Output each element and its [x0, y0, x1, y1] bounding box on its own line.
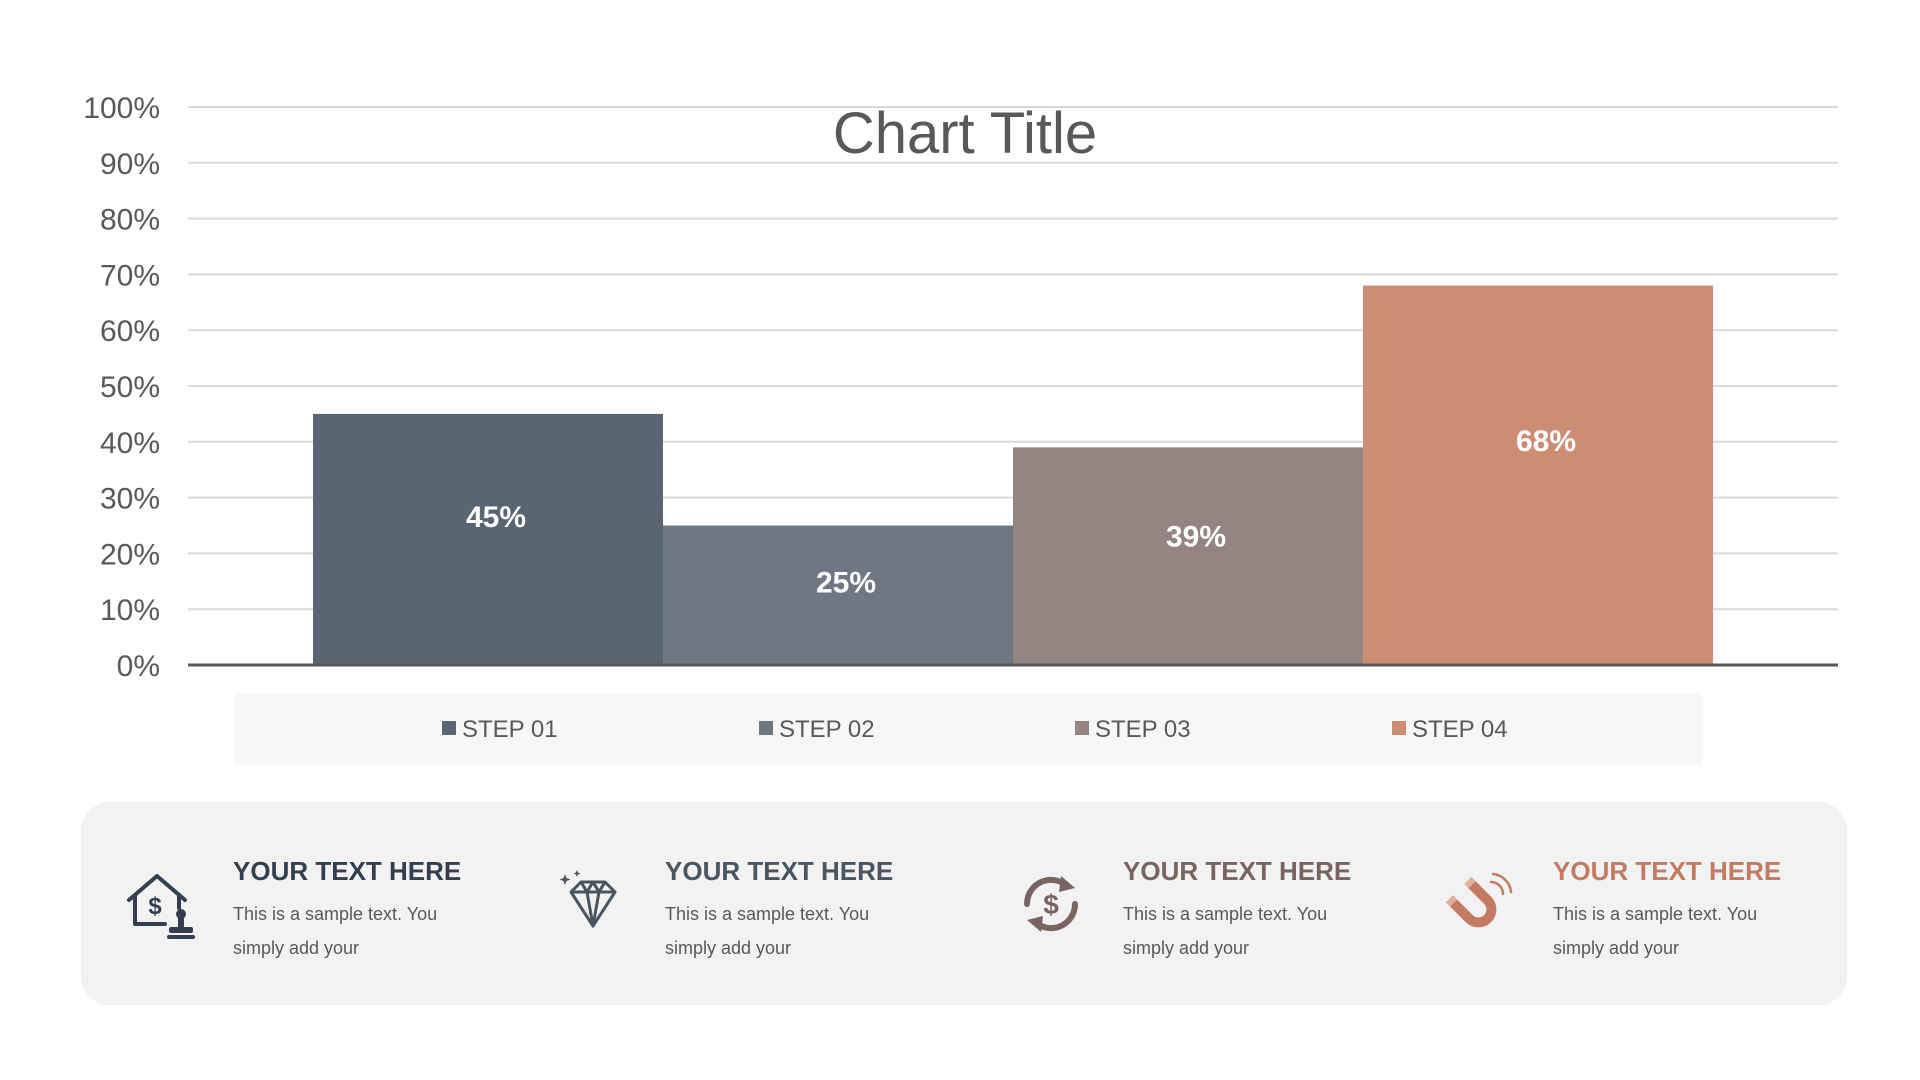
data-label: 39%: [1166, 521, 1226, 554]
legend-item: STEP 04: [1392, 716, 1508, 743]
magnet-icon: [1445, 872, 1513, 928]
card-text: This is a sample text. You simply add yo…: [1123, 904, 1328, 958]
info-card-4: YOUR TEXT HERE This is a sample text. Yo…: [1401, 802, 1841, 1005]
y-tick-label: 70%: [100, 259, 160, 292]
data-label: 45%: [466, 501, 526, 534]
dollar-exchange-icon: $: [1023, 876, 1079, 932]
card-title: YOUR TEXT HERE: [665, 856, 894, 886]
y-tick-label: 100%: [83, 92, 160, 125]
legend-label: STEP 02: [779, 716, 875, 743]
bar-step-01: [313, 413, 663, 665]
legend-item: STEP 03: [1075, 716, 1191, 743]
info-card-2: YOUR TEXT HERE This is a sample text. Yo…: [513, 802, 943, 1005]
card-title: YOUR TEXT HERE: [1123, 856, 1352, 886]
y-tick-label: 30%: [100, 483, 160, 516]
y-axis-tick-labels: 0% 10% 20% 30% 40% 50% 60% 70% 80% 90% 100%: [83, 92, 160, 683]
legend-box: [235, 693, 1702, 765]
y-tick-label: 20%: [100, 538, 160, 571]
data-label: 25%: [816, 567, 876, 600]
card-title: YOUR TEXT HERE: [233, 856, 462, 886]
data-labels: 45% 25% 39% 68%: [466, 425, 1576, 600]
legend-label: STEP 01: [462, 716, 558, 743]
card-text: This is a sample text. You simply add yo…: [665, 904, 870, 958]
bar-step-04: [1363, 285, 1713, 665]
legend-item: STEP 01: [442, 716, 558, 743]
info-card-1: $ YOUR TEXT HERE This is a sample text. …: [81, 802, 511, 1005]
y-tick-label: 90%: [100, 148, 160, 181]
legend: STEP 01 STEP 02 STEP 03 STEP 04: [442, 716, 1508, 743]
diamond-icon: [559, 870, 617, 928]
bar-chart: 0% 10% 20% 30% 40% 50% 60% 70% 80% 90% 100% 45% 25%…: [83, 92, 1838, 765]
y-tick-label: 40%: [100, 427, 160, 460]
card-text: This is a sample text. You simply add yo…: [233, 904, 438, 958]
info-panel: $ YOUR TEXT HERE This is a sample text. …: [81, 802, 1847, 1005]
bar-step-02: [663, 525, 1013, 665]
chart-title: Chart Title: [833, 101, 1097, 166]
data-label: 68%: [1516, 425, 1576, 458]
bars: [313, 285, 1713, 665]
legend-swatch: [1392, 721, 1406, 735]
legend-label: STEP 03: [1095, 716, 1191, 743]
legend-item: STEP 02: [759, 716, 875, 743]
svg-text:$: $: [148, 893, 162, 920]
y-tick-label: 50%: [100, 371, 160, 404]
y-tick-label: 0%: [117, 650, 160, 683]
info-card-3: $ YOUR TEXT HERE This is a sample text. …: [971, 802, 1401, 1005]
svg-text:$: $: [1043, 889, 1059, 920]
legend-label: STEP 04: [1412, 716, 1508, 743]
y-tick-label: 10%: [100, 594, 160, 627]
y-tick-label: 80%: [100, 204, 160, 237]
bar-step-03: [1013, 447, 1363, 665]
legend-swatch: [1075, 721, 1089, 735]
y-tick-label: 60%: [100, 315, 160, 348]
legend-swatch: [759, 721, 773, 735]
legend-swatch: [442, 721, 456, 735]
card-text: This is a sample text. You simply add yo…: [1553, 904, 1758, 958]
house-dollar-stamp-icon: $: [127, 874, 195, 939]
card-title: YOUR TEXT HERE: [1553, 856, 1782, 886]
